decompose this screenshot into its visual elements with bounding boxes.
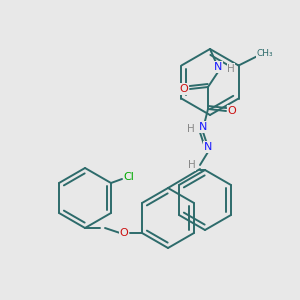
Text: O: O — [120, 228, 128, 238]
Text: CH₃: CH₃ — [256, 49, 273, 58]
Text: N: N — [199, 122, 207, 132]
Text: H: H — [188, 160, 196, 170]
Text: N: N — [214, 62, 222, 72]
Text: O: O — [180, 84, 188, 94]
Text: H: H — [187, 124, 195, 134]
Text: Cl: Cl — [124, 172, 134, 182]
Text: O: O — [228, 106, 236, 116]
Text: N: N — [204, 142, 212, 152]
Text: H: H — [227, 64, 235, 74]
